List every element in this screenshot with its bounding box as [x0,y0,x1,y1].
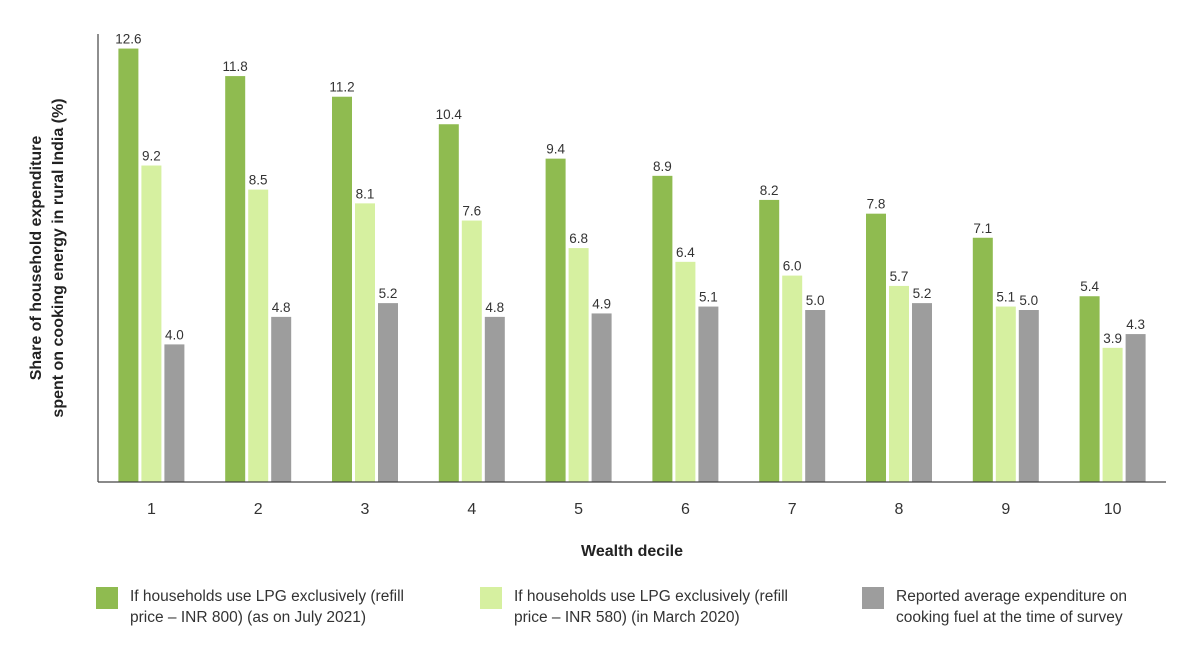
bar-lpg-800-decile-6 [652,175,673,482]
bar-lpg-800-decile-7 [759,199,780,483]
legend-item-reported: Reported average expenditure on cooking … [862,586,1127,628]
value-label-lpg-800-decile-7: 8.2 [760,183,779,198]
x-tick-label-3: 3 [361,501,370,518]
bar-reported-decile-4 [484,316,505,482]
bar-lpg-580-decile-8 [889,285,909,482]
value-label-reported-decile-3: 5.2 [379,286,398,301]
bar-lpg-580-decile-1 [141,165,162,482]
value-label-lpg-800-decile-3: 11.2 [329,80,354,95]
legend-swatch-lpg-800 [96,587,118,609]
bar-lpg-800-decile-9 [972,237,993,482]
bar-lpg-800-decile-5 [545,158,566,482]
bar-reported-decile-7 [805,310,826,482]
value-label-lpg-800-decile-8: 7.8 [867,197,886,212]
value-label-reported-decile-1: 4.0 [165,327,184,342]
bar-lpg-580-decile-2 [248,189,269,482]
value-label-lpg-580-decile-10: 3.9 [1103,331,1122,346]
legend: If households use LPG exclusively (refil… [0,586,1200,646]
legend-swatch-lpg-580 [480,587,502,609]
bar-reported-decile-3 [378,303,398,482]
legend-item-lpg-580: If households use LPG exclusively (refil… [480,586,788,628]
bar-lpg-800-decile-1 [118,48,139,483]
value-label-lpg-580-decile-4: 7.6 [462,204,481,219]
y-axis-title: Share of household expenditure spent on … [28,98,67,417]
value-label-lpg-580-decile-2: 8.5 [249,173,268,188]
value-label-lpg-800-decile-6: 8.9 [653,159,672,174]
value-label-reported-decile-7: 5.0 [806,293,825,308]
bar-lpg-580-decile-10 [1102,347,1123,482]
value-label-lpg-800-decile-4: 10.4 [436,107,463,122]
bar-lpg-580-decile-7 [782,275,803,482]
value-label-lpg-580-decile-3: 8.1 [356,186,375,201]
bar-lpg-800-decile-3 [332,96,352,482]
bar-lpg-580-decile-5 [568,248,589,482]
bar-lpg-580-decile-3 [355,203,375,483]
value-label-lpg-580-decile-5: 6.8 [569,231,588,246]
bar-lpg-800-decile-8 [866,213,886,482]
bar-reported-decile-5 [591,313,612,482]
legend-label-lpg-580: If households use LPG exclusively (refil… [514,588,788,626]
bar-lpg-800-decile-2 [225,76,246,482]
value-label-lpg-580-decile-6: 6.4 [676,245,695,260]
x-tick-label-1: 1 [147,501,156,518]
bar-reported-decile-8 [912,303,932,482]
x-tick-label-9: 9 [1001,501,1010,518]
bar-reported-decile-1 [164,344,185,482]
value-label-reported-decile-4: 4.8 [485,300,504,315]
x-axis-title: Wealth decile [581,543,683,560]
legend-label-lpg-800: If households use LPG exclusively (refil… [130,588,404,626]
bars-group [118,48,1146,483]
value-label-reported-decile-2: 4.8 [272,300,291,315]
x-tick-label-8: 8 [895,501,904,518]
value-label-reported-decile-5: 4.9 [592,296,611,311]
legend-item-lpg-800: If households use LPG exclusively (refil… [96,586,404,628]
value-label-lpg-800-decile-2: 11.8 [223,59,248,74]
value-label-reported-decile-10: 4.3 [1126,317,1145,332]
bar-chart: 12.6 9.2 4.0 11.8 8.5 4.8 11.2 8.1 5.2 10.4 7.6 4.8… [28,32,1166,560]
legend-label-reported: Reported average expenditure on cooking … [896,588,1127,626]
value-label-lpg-580-decile-8: 5.7 [890,269,909,284]
value-label-lpg-800-decile-1: 12.6 [115,32,141,47]
x-tick-label-4: 4 [467,501,476,518]
bar-reported-decile-6 [698,306,719,482]
value-label-reported-decile-8: 5.2 [913,286,932,301]
value-label-reported-decile-6: 5.1 [699,290,718,305]
value-label-lpg-580-decile-9: 5.1 [996,290,1015,305]
value-label-reported-decile-9: 5.0 [1019,293,1038,308]
x-tick-label-2: 2 [254,501,263,518]
value-labels-group: 12.6 9.2 4.0 11.8 8.5 4.8 11.2 8.1 5.2 10.4 7.6 4.8… [115,32,1145,346]
bar-reported-decile-2 [271,316,292,482]
y-axis-title-line2: spent on cooking energy in rural India (… [50,98,67,417]
bar-lpg-580-decile-6 [675,261,696,482]
bar-reported-decile-10 [1125,334,1146,482]
bar-lpg-800-decile-4 [438,124,459,483]
value-label-lpg-800-decile-5: 9.4 [546,142,565,157]
bar-lpg-580-decile-4 [461,220,482,482]
value-label-lpg-580-decile-1: 9.2 [142,149,161,164]
x-tick-label-5: 5 [574,501,583,518]
bar-lpg-580-decile-9 [995,306,1016,482]
y-axis-title-line1: Share of household expenditure [28,136,45,381]
legend-swatch-reported [862,587,884,609]
bar-reported-decile-9 [1018,310,1039,482]
x-tick-labels-group: 1 2 3 4 5 6 7 8 9 10 [147,501,1122,518]
x-tick-label-10: 10 [1104,501,1122,518]
x-tick-label-7: 7 [788,501,797,518]
value-label-lpg-800-decile-9: 7.1 [973,221,992,236]
bar-lpg-800-decile-10 [1079,296,1100,482]
value-label-lpg-580-decile-7: 6.0 [783,259,802,274]
x-tick-label-6: 6 [681,501,690,518]
value-label-lpg-800-decile-10: 5.4 [1080,279,1099,294]
